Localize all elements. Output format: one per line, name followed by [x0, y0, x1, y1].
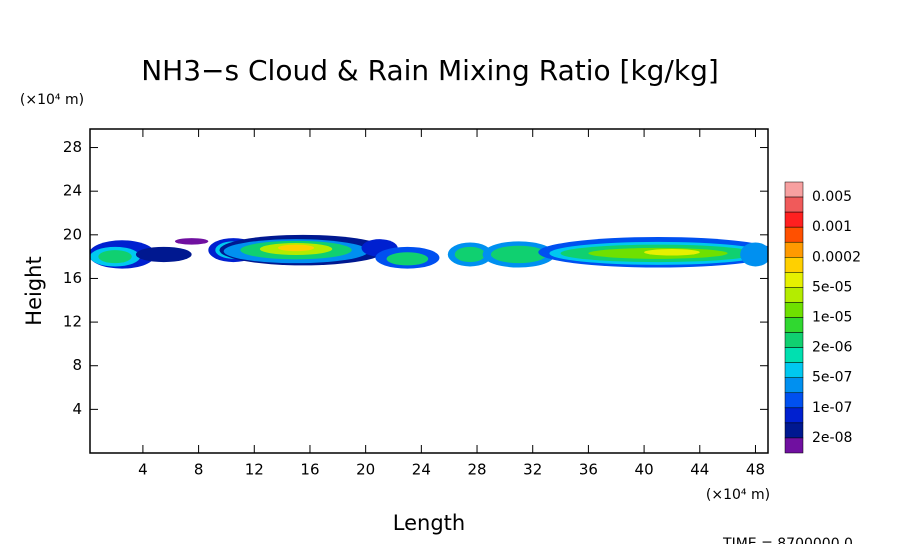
colorbar-label: 0.001 [812, 219, 852, 235]
colorbar-label: 0.005 [812, 189, 852, 205]
x-tick-label: 48 [746, 461, 765, 479]
x-tick-label: 16 [300, 461, 319, 479]
x-tick-label: 28 [467, 461, 486, 479]
contour-patch [135, 246, 192, 263]
plot-frame [89, 128, 769, 454]
y-tick-label: 16 [63, 269, 82, 287]
contour-patch [386, 252, 429, 266]
colorbar-label: 5e-07 [812, 370, 852, 386]
x-tick-label: 32 [523, 461, 542, 479]
colorbar-swatch [784, 392, 804, 409]
x-axis-label: Length [393, 511, 465, 535]
colorbar-label: 1e-05 [812, 310, 852, 326]
colorbar-swatch [784, 362, 804, 378]
colorbar-swatch [784, 181, 804, 198]
x-tick-label: 40 [635, 461, 654, 479]
colorbar-label: 5e-05 [812, 279, 852, 295]
colorbar-swatch [784, 332, 804, 348]
field [90, 234, 768, 269]
colorbar-swatch [784, 211, 804, 228]
colorbar-swatch [784, 241, 804, 258]
colorbar-swatch [784, 196, 804, 213]
colorbar-swatch [784, 257, 804, 273]
colorbar-swatch [784, 437, 804, 454]
y-tick-label: 12 [63, 313, 82, 331]
y-tick-label: 28 [63, 138, 82, 156]
contour-patch [174, 238, 209, 245]
contour-patch [98, 250, 132, 264]
x-unit: (×10⁴ m) [706, 487, 770, 503]
colorbar-label: 1e-07 [812, 400, 852, 416]
footer: TIME = 8700000.0 [722, 536, 853, 544]
colorbar-label: 2e-06 [812, 340, 852, 356]
colorbar-swatch [784, 377, 804, 394]
colorbar-swatch [784, 422, 804, 439]
contour-patch [644, 249, 700, 256]
y-unit: (×10⁴ m) [20, 92, 84, 108]
x-tick-label: 36 [579, 461, 598, 479]
y-tick-label: 8 [72, 356, 82, 374]
colorbar-label: 0.0002 [812, 249, 861, 265]
contour-patch [740, 242, 768, 267]
y-tick-label: 4 [72, 400, 82, 418]
x-tick-label: 20 [356, 461, 375, 479]
colorbar-swatch [784, 272, 804, 288]
colorbar-swatch [784, 302, 804, 318]
contour-patch [277, 244, 315, 252]
y-axis-label: Height [22, 256, 46, 325]
chart-title: NH3−s Cloud & Rain Mixing Ratio [kg/kg] [141, 54, 719, 87]
y-tick-label: 24 [63, 182, 82, 200]
x-tick-label: 12 [245, 461, 264, 479]
colorbar-swatch [784, 317, 804, 333]
colorbar-swatch [784, 226, 804, 243]
colorbar-swatch [784, 407, 804, 424]
x-tick-label: 8 [194, 461, 204, 479]
colorbar-label: 2e-08 [812, 430, 852, 446]
colorbar-swatch [784, 347, 804, 363]
colorbar-swatch [784, 287, 804, 303]
contour-patch [454, 246, 486, 263]
contour-patch [490, 245, 547, 264]
x-tick-label: 4 [138, 461, 148, 479]
x-tick-label: 24 [412, 461, 431, 479]
y-tick-label: 20 [63, 225, 82, 243]
x-tick-label: 44 [690, 461, 709, 479]
